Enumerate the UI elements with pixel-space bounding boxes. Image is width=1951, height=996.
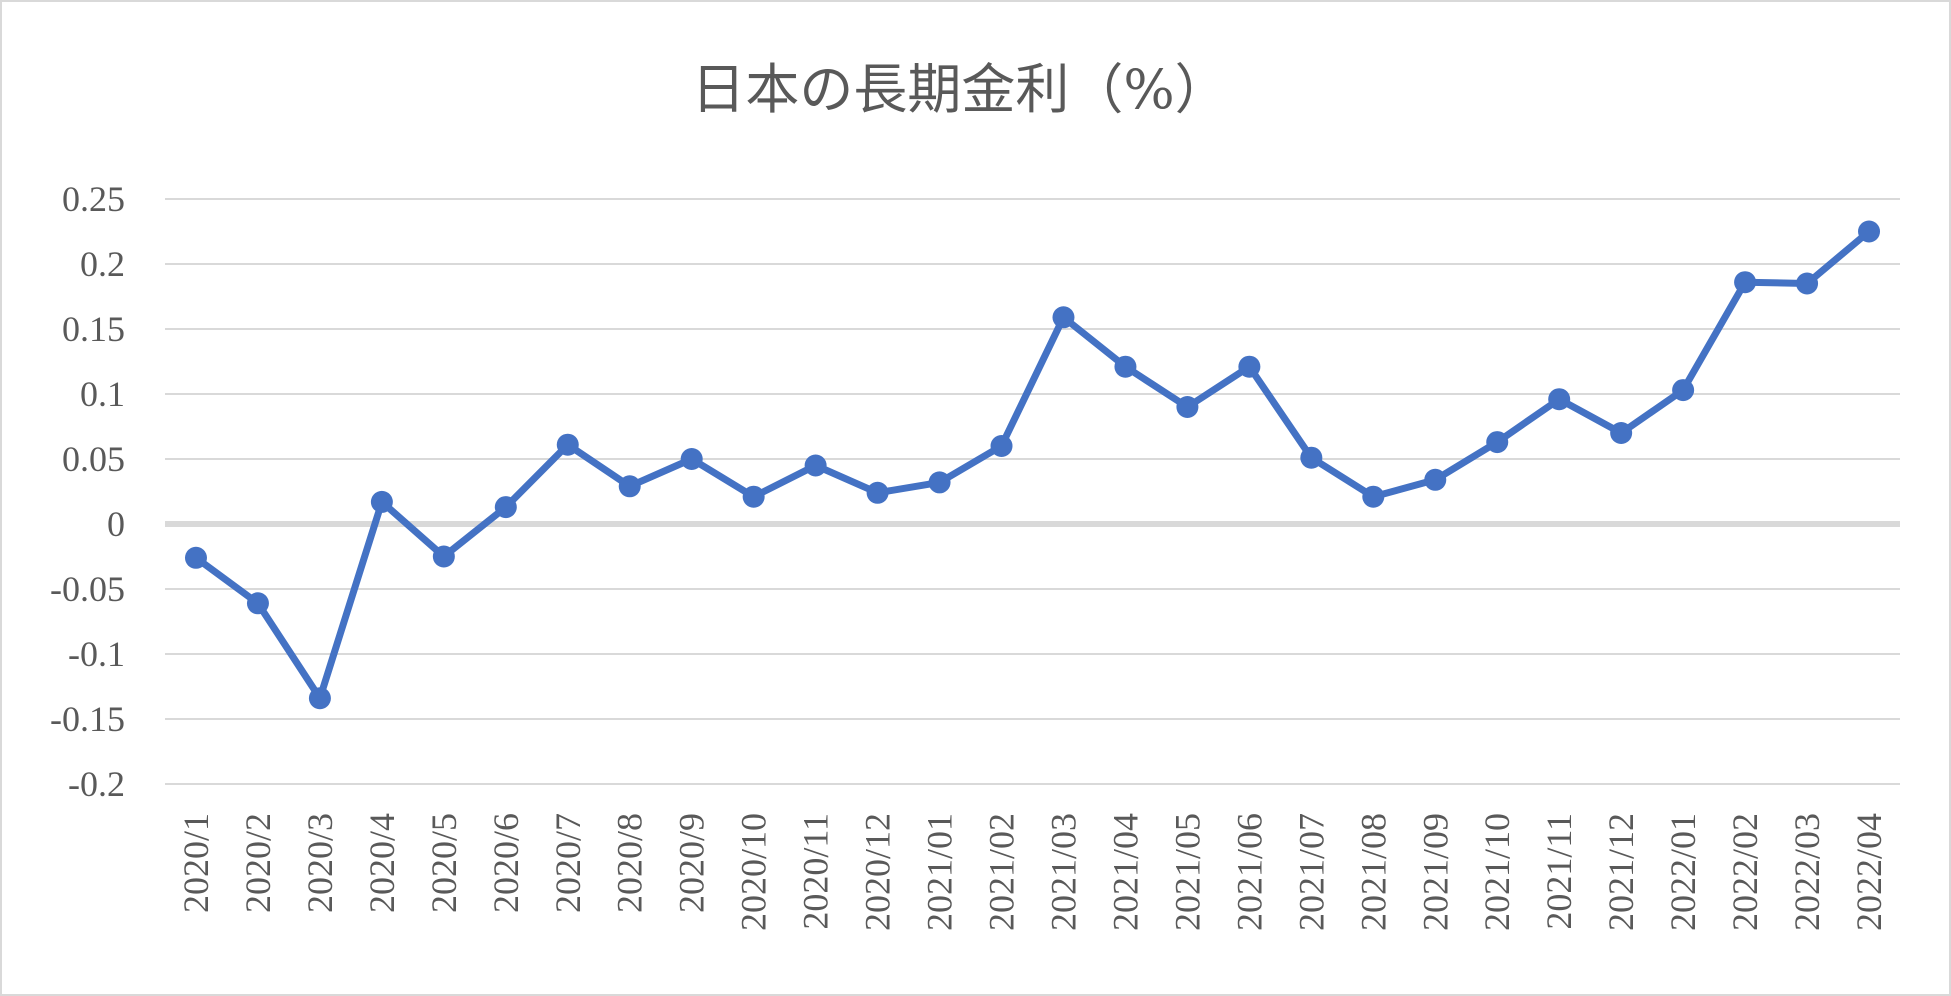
y-tick-label: -0.05 (50, 569, 125, 609)
x-tick-label: 2020/5 (424, 813, 464, 913)
series-group (184, 220, 1881, 710)
data-point (618, 475, 641, 498)
data-point (1300, 446, 1323, 469)
x-tick-label: 2021/10 (1477, 813, 1517, 931)
x-tick-label: 2020/9 (672, 813, 712, 913)
x-tick-label: 2022/04 (1849, 813, 1889, 931)
x-tick-label: 2022/03 (1787, 813, 1827, 931)
series-line (192, 228, 1873, 702)
data-point (1362, 485, 1385, 508)
data-point (370, 490, 393, 513)
x-tick-label: 2020/11 (796, 813, 836, 930)
data-point (1610, 422, 1633, 444)
y-tick-label: 0.25 (62, 179, 125, 219)
data-point (1114, 355, 1137, 378)
y-tick-label: 0.2 (80, 244, 125, 284)
y-tick-label: -0.2 (68, 764, 125, 804)
x-tick-label: 2021/03 (1043, 813, 1083, 931)
x-tick-label: 2022/01 (1663, 813, 1703, 931)
x-tick-label: 2020/4 (362, 813, 402, 913)
x-tick-label: 2021/08 (1353, 813, 1393, 931)
x-tick-label: 2020/6 (486, 813, 526, 913)
data-point (742, 485, 765, 508)
gridlines (165, 198, 1900, 785)
data-point (1734, 271, 1757, 294)
y-tick-label: 0.1 (80, 374, 125, 414)
data-point (1672, 379, 1695, 402)
x-tick-label: 2021/11 (1539, 813, 1579, 930)
x-tick-label: 2020/7 (548, 813, 588, 913)
data-point (1052, 306, 1075, 329)
x-tick-label: 2020/1 (176, 813, 216, 913)
data-point (308, 687, 331, 710)
x-tick-label: 2020/10 (734, 813, 774, 931)
y-tick-label: -0.15 (50, 699, 125, 739)
x-tick-label: 2020/2 (238, 813, 278, 913)
data-point (990, 435, 1013, 457)
y-tick-label: 0 (107, 504, 125, 544)
x-tick-label: 2020/8 (610, 813, 650, 913)
data-point (184, 546, 207, 569)
y-tick-label: 0.15 (62, 309, 125, 349)
data-point (1796, 272, 1819, 295)
x-tick-label: 2020/12 (858, 813, 898, 931)
chart-title: 日本の長期金利（%） (691, 58, 1228, 121)
y-axis-tick-labels: 0.25 0.2 0.15 0.1 0.05 0 -0.05 -0.1 -0.15 -0.2 (50, 179, 125, 804)
x-axis-tick-labels: 2020/1 2020/2 2020/3 2020/4 2020/5 2020/6 2020… (176, 813, 1889, 931)
data-point (928, 471, 951, 494)
data-point (1858, 220, 1881, 243)
x-tick-label: 2021/05 (1167, 813, 1207, 931)
data-point (556, 433, 579, 456)
data-point (1238, 355, 1261, 378)
x-tick-label: 2022/02 (1725, 813, 1765, 931)
x-tick-label: 2021/02 (982, 813, 1022, 931)
y-tick-label: 0.05 (62, 439, 125, 479)
data-point (432, 545, 455, 568)
x-tick-label: 2020/3 (300, 813, 340, 913)
data-point (680, 448, 703, 470)
data-point (1424, 468, 1447, 491)
y-tick-label: -0.1 (68, 634, 125, 674)
x-tick-label: 2021/12 (1601, 813, 1641, 931)
x-tick-label: 2021/01 (920, 813, 960, 931)
x-tick-label: 2021/07 (1291, 813, 1331, 931)
data-point (804, 454, 827, 477)
data-point (494, 496, 517, 519)
data-point (1486, 431, 1509, 454)
x-tick-label: 2021/04 (1105, 813, 1145, 931)
data-point (1548, 388, 1571, 411)
data-point (866, 481, 889, 504)
x-tick-label: 2021/09 (1415, 813, 1455, 931)
data-point (1176, 396, 1199, 418)
x-tick-label: 2021/06 (1229, 813, 1269, 931)
data-point (246, 592, 269, 615)
